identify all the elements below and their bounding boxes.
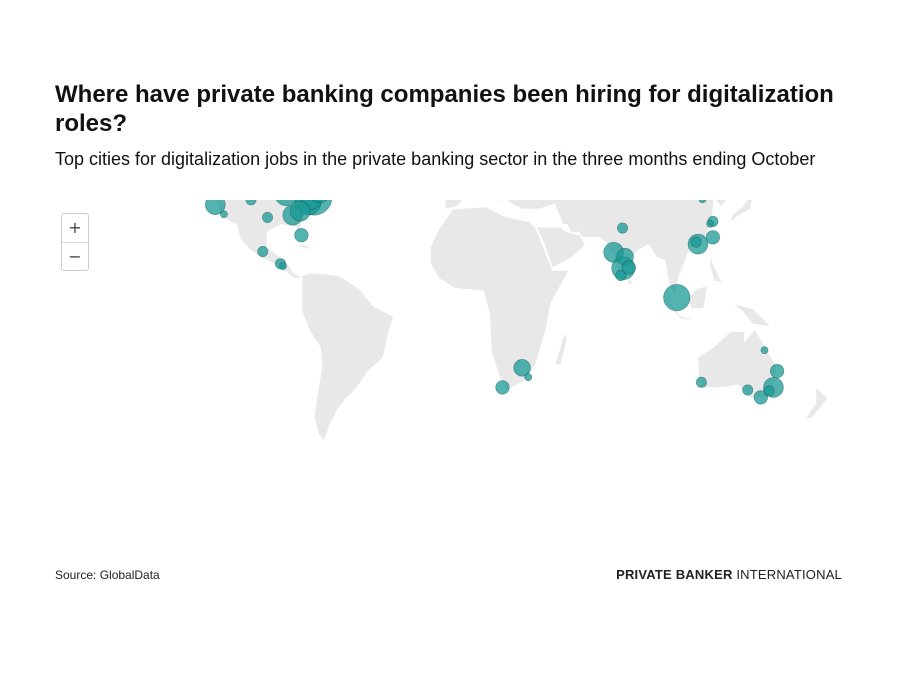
bubble-layer	[205, 200, 785, 405]
zoom-out-button[interactable]: −	[68, 247, 82, 266]
brand-logo: PRIVATE BANKER INTERNATIONAL	[616, 567, 842, 582]
city-bubble-4[interactable]	[275, 200, 298, 207]
city-bubble-38[interactable]	[769, 364, 785, 379]
landmass-borneo	[687, 285, 709, 309]
city-bubble-17[interactable]	[257, 245, 269, 257]
landmass-africa	[429, 206, 570, 391]
city-bubble-16[interactable]	[245, 200, 257, 206]
city-bubble-39[interactable]	[742, 384, 754, 396]
landmass-new-zealand	[805, 387, 829, 419]
city-bubble-10[interactable]	[262, 211, 274, 223]
landmass-arabia	[535, 226, 586, 269]
city-bubble-7[interactable]	[294, 228, 309, 243]
zoom-control: + −	[61, 213, 89, 271]
city-bubble-34[interactable]	[690, 236, 702, 248]
city-bubble-12[interactable]	[219, 210, 228, 219]
world-map[interactable]	[55, 200, 845, 550]
landmass-philippines	[709, 254, 723, 284]
source-note: Source: GlobalData	[55, 568, 160, 582]
city-bubble-3[interactable]	[310, 200, 330, 204]
map-subtitle: Top cities for digitalization jobs in th…	[55, 149, 816, 169]
city-bubble-6[interactable]	[289, 200, 311, 222]
city-bubble-45[interactable]	[524, 373, 533, 382]
landmass-south-america	[301, 272, 395, 442]
landmass-madagascar	[554, 331, 568, 366]
landmass-cuba	[291, 244, 315, 251]
city-bubble-43[interactable]	[513, 359, 531, 377]
zoom-in-button[interactable]: +	[62, 214, 88, 243]
brand-logo-light: INTERNATIONAL	[732, 567, 842, 582]
city-bubble-27[interactable]	[621, 260, 636, 275]
city-bubble-29[interactable]	[663, 284, 691, 312]
city-bubble-44[interactable]	[495, 380, 510, 395]
city-bubble-26[interactable]	[616, 222, 628, 234]
city-bubble-37[interactable]	[753, 390, 768, 405]
map-title: Where have private banking companies bee…	[55, 81, 834, 137]
city-bubble-33[interactable]	[698, 200, 707, 204]
city-bubble-42[interactable]	[760, 346, 769, 355]
city-bubble-41[interactable]	[695, 376, 707, 388]
city-bubble-19[interactable]	[279, 262, 287, 270]
city-bubble-28[interactable]	[615, 270, 627, 282]
city-bubble-40[interactable]	[763, 385, 775, 397]
landmass-new-guinea	[731, 303, 772, 327]
city-bubble-35[interactable]	[706, 219, 715, 228]
brand-logo-bold: PRIVATE BANKER	[616, 567, 733, 582]
landmass-japan	[729, 200, 753, 223]
land-layer	[214, 200, 829, 442]
city-bubble-11[interactable]	[205, 200, 226, 215]
world-map-svg[interactable]	[55, 200, 845, 550]
city-bubble-31[interactable]	[705, 230, 721, 245]
